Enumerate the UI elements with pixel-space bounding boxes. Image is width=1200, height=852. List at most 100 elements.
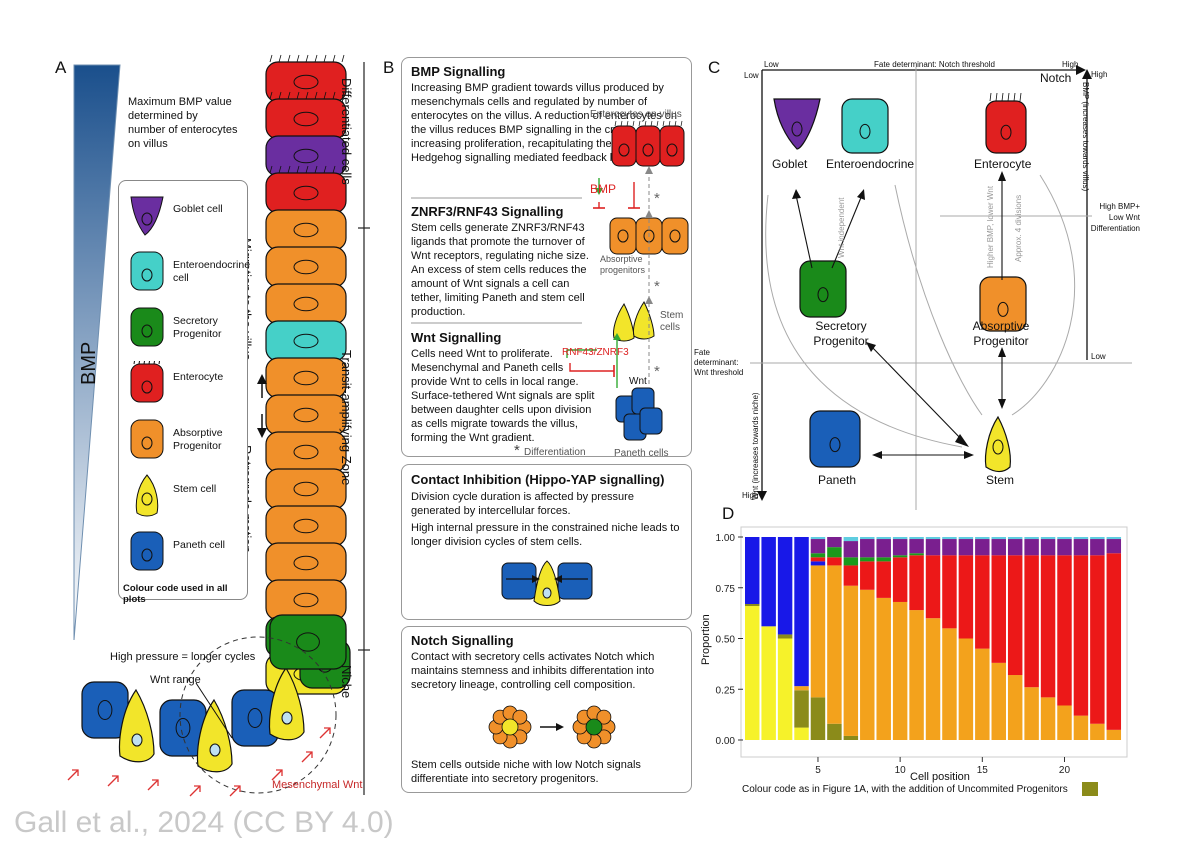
bar-segment bbox=[810, 553, 826, 558]
crypt-cell bbox=[265, 209, 347, 251]
c-bmp-axis: BMP (increases towards villus) bbox=[1081, 82, 1090, 192]
c-node-enterocyte: Enterocyte bbox=[974, 157, 1032, 171]
bar-segment bbox=[1007, 555, 1023, 676]
crypt-cell bbox=[265, 357, 347, 399]
bar-segment bbox=[942, 537, 957, 540]
crypt-cell bbox=[265, 579, 347, 621]
crypt-cell bbox=[265, 431, 347, 473]
bar-segment bbox=[810, 557, 826, 562]
bar-segment bbox=[843, 585, 859, 736]
bar-segment bbox=[777, 638, 793, 740]
c-axis-title: Fate determinant: Notch threshold bbox=[874, 60, 995, 69]
y-tick-label: 0.25 bbox=[716, 685, 736, 696]
legend-item: Enteroendocrine cell bbox=[127, 249, 251, 295]
c-approx: Approx. 4 divisions bbox=[1014, 194, 1023, 262]
b-paneth bbox=[639, 407, 663, 435]
legend-swatch bbox=[130, 361, 164, 403]
bar-segment bbox=[1073, 715, 1089, 740]
bar-segment bbox=[1073, 537, 1089, 540]
bmp-note: Maximum BMP value determined by number of … bbox=[128, 96, 238, 150]
uncommitted-swatch bbox=[1082, 782, 1098, 796]
legend-item: Secretory Progenitor bbox=[127, 305, 247, 351]
panel-a-graphic bbox=[67, 54, 370, 797]
legend-label: Absorptive Progenitor bbox=[173, 427, 223, 452]
legend-swatch bbox=[130, 251, 164, 291]
legend-label: Enteroendocrine cell bbox=[173, 259, 251, 284]
bar-segment bbox=[1040, 697, 1056, 740]
bar-segment bbox=[991, 662, 1006, 740]
c-node-secretory: Secretory Progenitor bbox=[813, 319, 869, 348]
legend-item: Absorptive Progenitor bbox=[127, 417, 247, 463]
c-wnt-axis: Wnt (increases towards niche) bbox=[751, 392, 760, 500]
contact-title: Contact Inhibition (Hippo-YAP signalling… bbox=[411, 472, 665, 487]
bar-segment bbox=[876, 597, 891, 740]
bar-segment bbox=[876, 537, 891, 540]
bar-segment bbox=[942, 555, 957, 629]
c-notch: Notch bbox=[1040, 71, 1072, 85]
bar-segment bbox=[892, 601, 908, 740]
c-left-low: Low bbox=[744, 71, 759, 80]
bar-segment bbox=[1073, 555, 1089, 716]
fig-star-3: * bbox=[654, 363, 660, 380]
legend-item: Enterocyte bbox=[127, 361, 247, 407]
composition-chart: 0.00 0.25 0.50 0.75 1.00 5 10 15 20 bbox=[716, 526, 1128, 776]
bar-segment bbox=[1057, 555, 1072, 706]
bar-segment bbox=[1106, 537, 1122, 540]
legend-label: Secretory Progenitor bbox=[173, 315, 222, 340]
bar-segment bbox=[777, 634, 793, 639]
crypt-cell bbox=[269, 614, 347, 670]
bmp-gradient-wedge bbox=[73, 64, 121, 641]
bmp-text-top: Increasing BMP gradient towards villus p… bbox=[411, 81, 683, 165]
bar-segment bbox=[991, 537, 1006, 540]
bar-segment bbox=[827, 565, 842, 724]
bar-segment bbox=[892, 555, 908, 558]
fig-star-2: * bbox=[654, 278, 660, 295]
bar-segment bbox=[1090, 539, 1105, 556]
bar-segment bbox=[1007, 675, 1023, 740]
contact-text-1: Division cycle duration is affected by p… bbox=[411, 491, 634, 517]
legend-caption: Colour code used in all plots bbox=[123, 583, 228, 605]
legend-swatch bbox=[130, 196, 164, 236]
bar-segment bbox=[827, 537, 842, 548]
bar-segment bbox=[810, 561, 826, 566]
bar-segment bbox=[860, 537, 875, 540]
panel-a-label: A bbox=[55, 58, 67, 77]
fig-paneth: Paneth cells bbox=[614, 448, 669, 459]
crypt-cell bbox=[265, 505, 347, 547]
mesenchymal-wnt-label: Mesenchymal Wnt bbox=[272, 779, 363, 791]
x-tick-label: 20 bbox=[1059, 765, 1071, 776]
bar-segment bbox=[860, 539, 875, 558]
legend-item: Stem cell bbox=[127, 473, 247, 519]
bar-segment bbox=[843, 557, 859, 566]
legend-box: Goblet cell Enteroendocrine cell Secretory… bbox=[118, 180, 251, 605]
bar-segment bbox=[958, 539, 974, 556]
bar-segment bbox=[1007, 537, 1023, 540]
y-tick-label: 0.50 bbox=[716, 635, 736, 646]
fig-rnf: RNF43/ZNRF3 bbox=[562, 347, 629, 358]
bar-segment bbox=[876, 557, 891, 562]
bar-segment bbox=[761, 537, 776, 627]
c-cell bbox=[809, 410, 861, 468]
bar-segment bbox=[925, 555, 941, 619]
bar-segment bbox=[1024, 539, 1039, 556]
bar-segment bbox=[860, 561, 875, 590]
bar-segment bbox=[827, 557, 842, 566]
bar-segment bbox=[810, 539, 826, 554]
b-enterocyte bbox=[635, 125, 661, 167]
bar-segment bbox=[843, 565, 859, 586]
crypt-cell bbox=[265, 394, 347, 436]
notch-figure bbox=[488, 705, 616, 749]
chart-caption: Colour code as in Figure 1A, with the ad… bbox=[742, 784, 1068, 795]
c-cell bbox=[979, 276, 1027, 332]
c-node-goblet: Goblet bbox=[772, 157, 808, 171]
notch-text-2: Stem cells outside niche with low Notch … bbox=[411, 759, 641, 785]
crypt-cell bbox=[265, 320, 347, 362]
bar-segment bbox=[1057, 705, 1072, 740]
legend-swatch bbox=[135, 474, 159, 517]
bar-segment bbox=[761, 626, 776, 740]
b-absorptive bbox=[661, 217, 689, 255]
bar-segment bbox=[745, 537, 760, 604]
bar-segment bbox=[925, 537, 941, 540]
zone-transit: Transit-amplifying Zone bbox=[339, 350, 354, 486]
legend-label: Stem cell bbox=[173, 483, 217, 495]
